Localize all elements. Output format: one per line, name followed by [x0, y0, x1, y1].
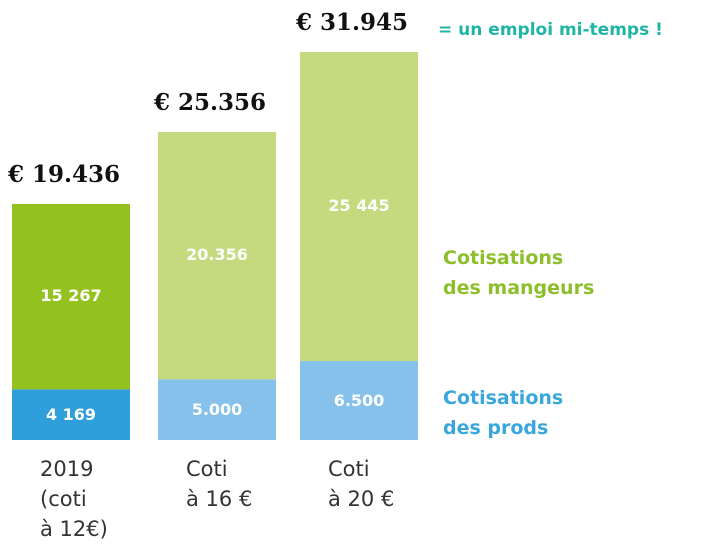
value-label: 25 445	[328, 196, 389, 215]
x-tick-label: Coti à 20 €	[328, 457, 394, 511]
value-label: 6.500	[334, 391, 385, 410]
value-label: 20.356	[186, 245, 248, 264]
bar-segment	[12, 203, 130, 390]
bar-segment	[158, 132, 276, 380]
legend-label: Cotisations des mangeurs	[443, 247, 594, 299]
value-label: 5.000	[192, 400, 243, 419]
x-tick-label: 2019 (coti à 12€)	[40, 457, 108, 541]
x-tick-label: Coti à 16 €	[186, 457, 252, 511]
bar-segment	[300, 52, 418, 362]
bar-segment	[158, 379, 276, 440]
total-label: € 31.945	[295, 9, 408, 36]
value-label: 4 169	[46, 405, 96, 424]
legend-label: Cotisations des prods	[443, 387, 563, 439]
total-label: € 19.436	[7, 161, 120, 188]
total-label: € 25.356	[153, 89, 266, 116]
bar-segment	[300, 361, 418, 440]
bar-segment	[12, 389, 130, 440]
annotation: = un emploi mi-temps !	[438, 20, 663, 40]
value-label: 15 267	[40, 286, 101, 305]
